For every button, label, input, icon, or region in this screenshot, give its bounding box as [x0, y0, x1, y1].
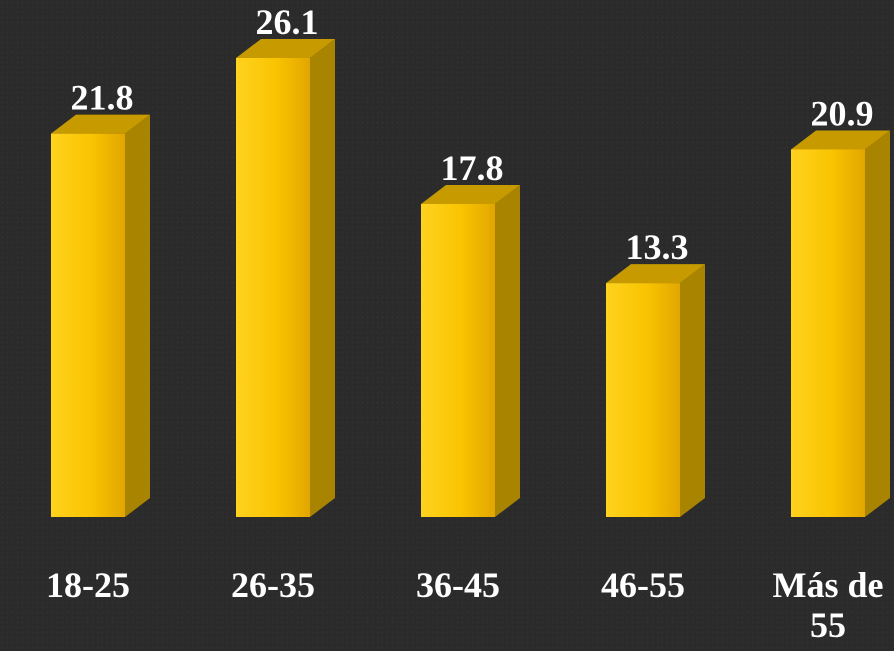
- bar-side-face: [865, 130, 890, 517]
- category-label: 18-25: [46, 565, 130, 605]
- category-label: 26-35: [231, 565, 315, 605]
- category-label-line: 55: [810, 605, 846, 645]
- bar-front-face: [236, 58, 310, 517]
- bar-side-face: [495, 184, 520, 517]
- bar-top-face: [606, 264, 705, 284]
- bar-top-face: [791, 130, 890, 150]
- bars-group: [51, 39, 890, 517]
- bar-front-face: [51, 133, 125, 517]
- bar-side-face: [125, 114, 150, 517]
- bar: [791, 130, 890, 517]
- data-label: 13.3: [626, 227, 689, 267]
- category-label-line: 26-35: [231, 565, 315, 605]
- category-label: Más de 55: [773, 565, 884, 645]
- category-label: 36-45: [416, 565, 500, 605]
- bar-top-face: [51, 114, 150, 134]
- bar-side-face: [680, 264, 705, 517]
- bar-front-face: [421, 203, 495, 517]
- bar-front-face: [606, 283, 680, 517]
- bar: [236, 39, 335, 517]
- data-labels-group: 21.8 26.1 17.8 13.3 20.9: [71, 2, 874, 267]
- bar: [421, 184, 520, 517]
- bar-side-face: [310, 39, 335, 517]
- data-label: 20.9: [811, 93, 874, 133]
- category-labels-group: 18-25 26-35 36-45 46-55 Más de 55: [46, 565, 884, 645]
- data-label: 21.8: [71, 78, 134, 118]
- category-label-line: 18-25: [46, 565, 130, 605]
- data-label: 26.1: [256, 2, 319, 42]
- category-label-line: Más de: [773, 565, 884, 605]
- bar-top-face: [236, 39, 335, 58]
- category-label: 46-55: [601, 565, 685, 605]
- data-label: 17.8: [441, 148, 504, 188]
- category-label-line: 46-55: [601, 565, 685, 605]
- bar: [606, 264, 705, 517]
- category-label-line: 36-45: [416, 565, 500, 605]
- bar-front-face: [791, 149, 865, 517]
- bar: [51, 114, 150, 517]
- bar-top-face: [421, 184, 520, 204]
